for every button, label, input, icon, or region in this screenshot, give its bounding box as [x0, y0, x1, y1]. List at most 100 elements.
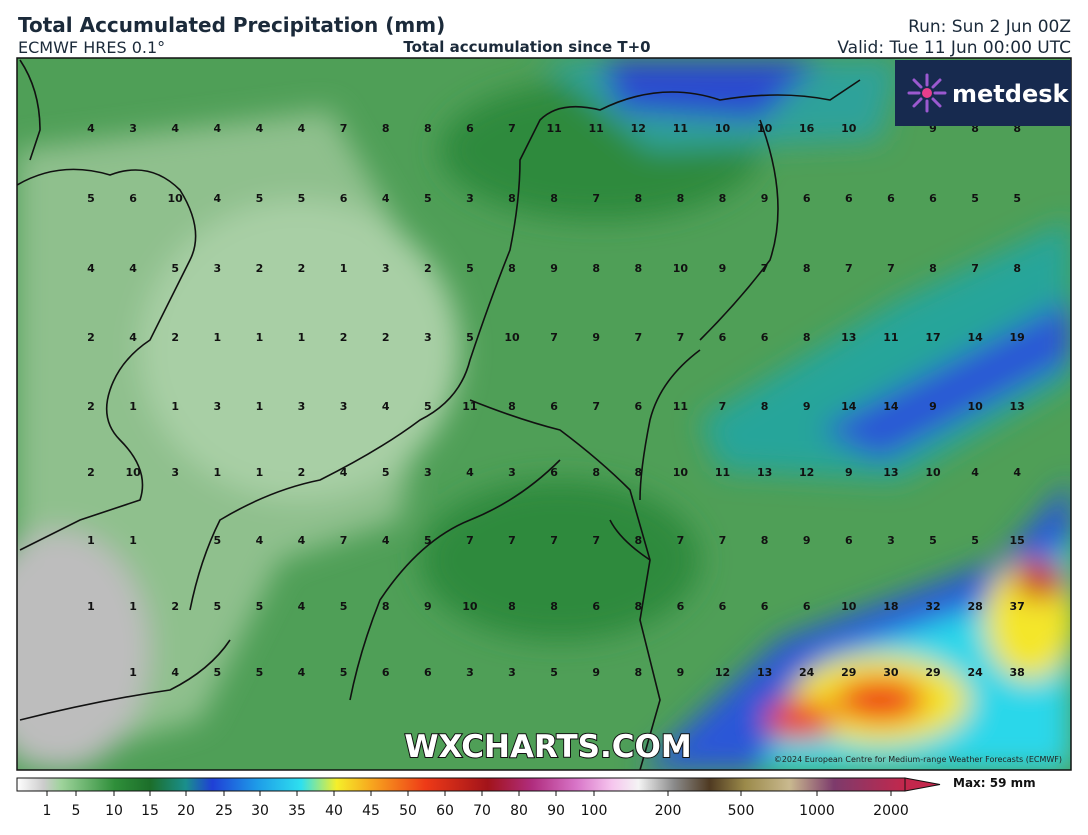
- grid-value: 13: [883, 466, 898, 479]
- grid-value: 2: [171, 331, 179, 344]
- grid-value: 2: [382, 331, 390, 344]
- grid-value: 11: [673, 400, 688, 413]
- grid-value: 1: [256, 331, 264, 344]
- grid-value: 13: [757, 666, 772, 679]
- grid-value: 4: [171, 666, 179, 679]
- grid-value: 3: [298, 400, 306, 413]
- grid-value: 6: [129, 192, 137, 205]
- grid-value: 7: [466, 534, 474, 547]
- grid-value: 1: [298, 331, 306, 344]
- grid-value: 4: [129, 262, 137, 275]
- valid: Valid: Tue 11 Jun 00:00 UTC: [837, 38, 1071, 58]
- grid-value: 6: [677, 600, 685, 613]
- grid-value: 14: [883, 400, 899, 413]
- grid-value: 29: [925, 666, 940, 679]
- grid-value: 4: [298, 534, 306, 547]
- grid-value: 8: [634, 192, 642, 205]
- grid-value: 5: [340, 600, 348, 613]
- grid-value: 13: [841, 331, 856, 344]
- grid-value: 1: [213, 466, 221, 479]
- grid-value: 9: [761, 192, 769, 205]
- grid-value: 7: [677, 534, 685, 547]
- colorbar-tick-label: 15: [141, 803, 159, 819]
- grid-value: 5: [550, 666, 558, 679]
- colorbar-tick-label: 70: [473, 803, 491, 819]
- grid-value: 5: [256, 192, 264, 205]
- grid-value: 5: [213, 666, 221, 679]
- grid-value: 1: [129, 400, 137, 413]
- value-grid: 4 3 4 4 4 4 7 8 8 6 7 11 11 12 11 10 10 16 10 9 8 85 6 10 4 5 5 6 4 5…: [87, 122, 1025, 679]
- grid-value: 5: [466, 331, 474, 344]
- colorbar-tick-label: 40: [325, 803, 343, 819]
- grid-value: 4: [340, 466, 348, 479]
- grid-value: 11: [589, 122, 604, 135]
- grid-value: 5: [87, 192, 95, 205]
- grid-value: 12: [715, 666, 730, 679]
- grid-value: 6: [719, 331, 727, 344]
- grid-value: 4: [129, 331, 137, 344]
- grid-value: 4: [382, 192, 390, 205]
- grid-value: 10: [673, 466, 689, 479]
- grid-value: 4: [298, 122, 306, 135]
- grid-value: 4: [87, 262, 95, 275]
- grid-value: 1: [129, 534, 137, 547]
- grid-value: 9: [929, 122, 937, 135]
- grid-value: 4: [213, 192, 221, 205]
- grid-value: 8: [803, 262, 811, 275]
- grid-value: 9: [550, 262, 558, 275]
- grid-value: 3: [424, 466, 432, 479]
- grid-value: 8: [761, 400, 769, 413]
- grid-value: 2: [298, 466, 306, 479]
- grid-value: 14: [841, 400, 857, 413]
- grid-value: 8: [719, 192, 727, 205]
- grid-value: 9: [424, 600, 432, 613]
- grid-value: 7: [634, 331, 642, 344]
- grid-value: 7: [887, 262, 895, 275]
- grid-value: 2: [87, 466, 95, 479]
- grid-value: 13: [1010, 400, 1025, 413]
- grid-value: 5: [971, 534, 979, 547]
- grid-value: 4: [256, 122, 264, 135]
- grid-value: 2: [340, 331, 348, 344]
- colorbar-tick-label: 2000: [873, 803, 909, 819]
- grid-value: 8: [382, 122, 390, 135]
- grid-value: 3: [382, 262, 390, 275]
- grid-value: 7: [550, 331, 558, 344]
- grid-value: 8: [1013, 122, 1021, 135]
- grid-value: 12: [631, 122, 646, 135]
- grid-value: 11: [715, 466, 730, 479]
- grid-value: 9: [845, 466, 853, 479]
- grid-value: 2: [298, 262, 306, 275]
- grid-value: 38: [1010, 666, 1025, 679]
- grid-value: 1: [171, 400, 179, 413]
- colorbar-ticks: 1 5 10 15 20 25 30 35 40 45 50 60 70 80 90 100 200 500 100…: [43, 791, 909, 819]
- colorbar-tick-label: 20: [177, 803, 195, 819]
- grid-value: 6: [424, 666, 432, 679]
- grid-value: 28: [967, 600, 982, 613]
- grid-value: 8: [508, 192, 516, 205]
- grid-value: 12: [799, 466, 814, 479]
- grid-value: 8: [550, 600, 558, 613]
- grid-value: 7: [971, 262, 979, 275]
- grid-value: 8: [424, 122, 432, 135]
- grid-value: 7: [592, 534, 600, 547]
- grid-value: 11: [883, 331, 898, 344]
- grid-value: 10: [462, 600, 478, 613]
- grid-value: 8: [929, 262, 937, 275]
- colorbar-tick-label: 45: [362, 803, 380, 819]
- grid-value: 10: [925, 466, 941, 479]
- grid-value: 9: [592, 331, 600, 344]
- grid-value: 9: [677, 666, 685, 679]
- grid-value: 8: [971, 122, 979, 135]
- copyright: ©2024 European Centre for Medium-range W…: [774, 755, 1062, 764]
- grid-value: 3: [129, 122, 137, 135]
- grid-value: 5: [424, 400, 432, 413]
- grid-value: 6: [592, 600, 600, 613]
- grid-value: 5: [298, 192, 306, 205]
- grid-value: 7: [340, 534, 348, 547]
- grid-value: 6: [803, 192, 811, 205]
- grid-value: 5: [256, 600, 264, 613]
- grid-value: 6: [803, 600, 811, 613]
- grid-value: 8: [634, 466, 642, 479]
